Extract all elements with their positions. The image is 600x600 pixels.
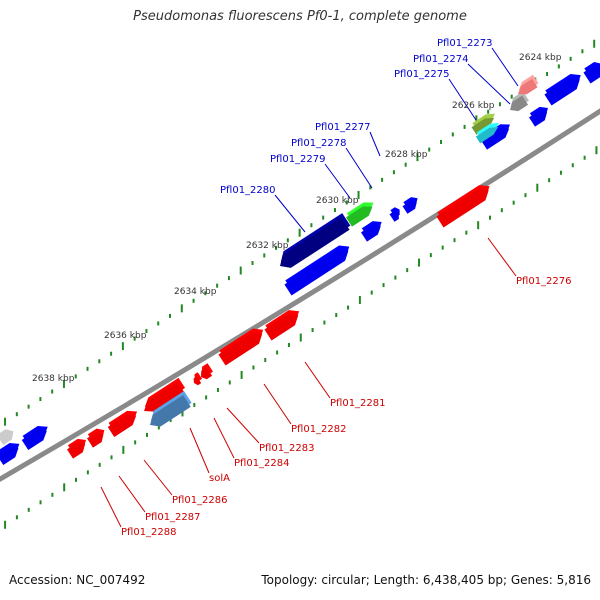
kbp-label-2: 2628 kbp xyxy=(385,150,428,160)
gene-arrow-14[interactable] xyxy=(20,422,52,451)
labels: 2624 kbp 2626 kbp 2628 kbp 2630 kbp 2632 kbp… xyxy=(32,38,572,538)
gene-label-top-0[interactable]: Pfl01_2273 xyxy=(437,38,493,49)
gene-label-bottom-0[interactable]: Pfl01_2276 xyxy=(516,276,572,287)
gene-arrow-5[interactable] xyxy=(514,74,540,98)
kbp-label-3: 2630 kbp xyxy=(316,196,359,206)
gene-arrow-20[interactable] xyxy=(197,363,215,381)
kbp-label-7: 2638 kbp xyxy=(32,374,75,384)
gene-arrow-11[interactable] xyxy=(344,198,378,227)
leader-top-2 xyxy=(448,78,477,121)
genome-backbone xyxy=(0,108,600,482)
gene-arrow-9[interactable] xyxy=(388,206,404,222)
gene-arrow-15[interactable] xyxy=(0,439,24,466)
gene-arrow-16[interactable] xyxy=(0,422,19,446)
kbp-label-5: 2634 kbp xyxy=(174,287,217,297)
gene-label-top-2[interactable]: Pfl01_2275 xyxy=(394,69,450,80)
leader-top-4 xyxy=(345,147,373,189)
gene-label-bottom-4[interactable]: Pfl01_2284 xyxy=(234,458,290,469)
gene-arrow-6[interactable] xyxy=(470,110,499,135)
gene-arrow-18[interactable] xyxy=(263,306,304,341)
gene-arrow-19[interactable] xyxy=(217,324,268,366)
gene-label-top-4[interactable]: Pfl01_2278 xyxy=(291,138,347,149)
label-leaders xyxy=(100,47,519,528)
gene-arrow-0[interactable] xyxy=(543,70,586,106)
gene-label-top-1[interactable]: Pfl01_2274 xyxy=(413,54,469,65)
gene-arrow-23[interactable] xyxy=(145,391,194,431)
leader-bottom-3 xyxy=(226,407,260,444)
gene-arrow-1[interactable] xyxy=(582,59,600,84)
gene-label-top-6[interactable]: Pfl01_2280 xyxy=(220,185,276,196)
gene-arrow-17[interactable] xyxy=(435,181,495,228)
gene-label-bottom-7[interactable]: Pfl01_2287 xyxy=(145,512,201,523)
gene-arrow-25[interactable] xyxy=(85,426,109,448)
kbp-label-6: 2636 kbp xyxy=(104,331,147,341)
leader-bottom-4 xyxy=(213,417,235,459)
gene-arrow-10[interactable] xyxy=(359,217,386,242)
leader-top-6 xyxy=(274,194,306,233)
gene-arrow-24[interactable] xyxy=(106,406,142,438)
gene-label-bottom-1[interactable]: Pfl01_2281 xyxy=(330,398,386,409)
leader-bottom-5 xyxy=(189,427,210,474)
map-title: Pseudomonas fluorescens Pf0-1, complete … xyxy=(133,9,467,24)
gene-label-bottom-2[interactable]: Pfl01_2282 xyxy=(291,424,347,435)
leader-bottom-1 xyxy=(304,361,331,399)
gene-arrow-13[interactable] xyxy=(283,241,355,296)
gene-label-bottom-3[interactable]: Pfl01_2283 xyxy=(259,443,315,454)
kbp-label-4: 2632 kbp xyxy=(246,241,289,251)
accession-text: Accession: NC_007492 xyxy=(9,573,146,587)
genome-summary-text: Topology: circular; Length: 6,438,405 bp… xyxy=(261,573,591,587)
leader-top-5 xyxy=(324,163,351,199)
gene-label-bottom-8[interactable]: Pfl01_2288 xyxy=(121,527,177,538)
gene-label-bottom-6[interactable]: Pfl01_2286 xyxy=(172,495,228,506)
leader-top-3 xyxy=(369,131,381,157)
gene-arrow-12[interactable] xyxy=(274,213,352,272)
gene-label-top-5[interactable]: Pfl01_2279 xyxy=(270,154,326,165)
gene-arrow-21[interactable] xyxy=(190,372,204,386)
leader-bottom-7 xyxy=(118,475,146,513)
leader-bottom-0 xyxy=(487,237,517,277)
leader-bottom-8 xyxy=(100,486,122,528)
gene-arrow-2[interactable] xyxy=(527,103,552,127)
genes xyxy=(0,59,600,466)
gene-arrow-7[interactable] xyxy=(474,119,503,144)
gene-label-bottom-5[interactable]: solA xyxy=(209,473,230,484)
tick-marks xyxy=(4,39,598,529)
leader-top-0 xyxy=(491,47,519,87)
leader-bottom-2 xyxy=(263,383,292,425)
kbp-label-1: 2626 kbp xyxy=(452,101,495,111)
gene-arrow-26[interactable] xyxy=(65,435,90,459)
gene-arrow-4[interactable] xyxy=(505,91,530,114)
gene-arrow-3[interactable] xyxy=(479,120,514,150)
kbp-label-0: 2624 kbp xyxy=(519,53,562,63)
gene-arrow-8[interactable] xyxy=(401,194,422,214)
gene-arrow-22[interactable] xyxy=(139,377,187,416)
leader-bottom-6 xyxy=(143,459,173,496)
gene-label-top-3[interactable]: Pfl01_2277 xyxy=(315,122,371,133)
leader-top-1 xyxy=(467,63,511,105)
